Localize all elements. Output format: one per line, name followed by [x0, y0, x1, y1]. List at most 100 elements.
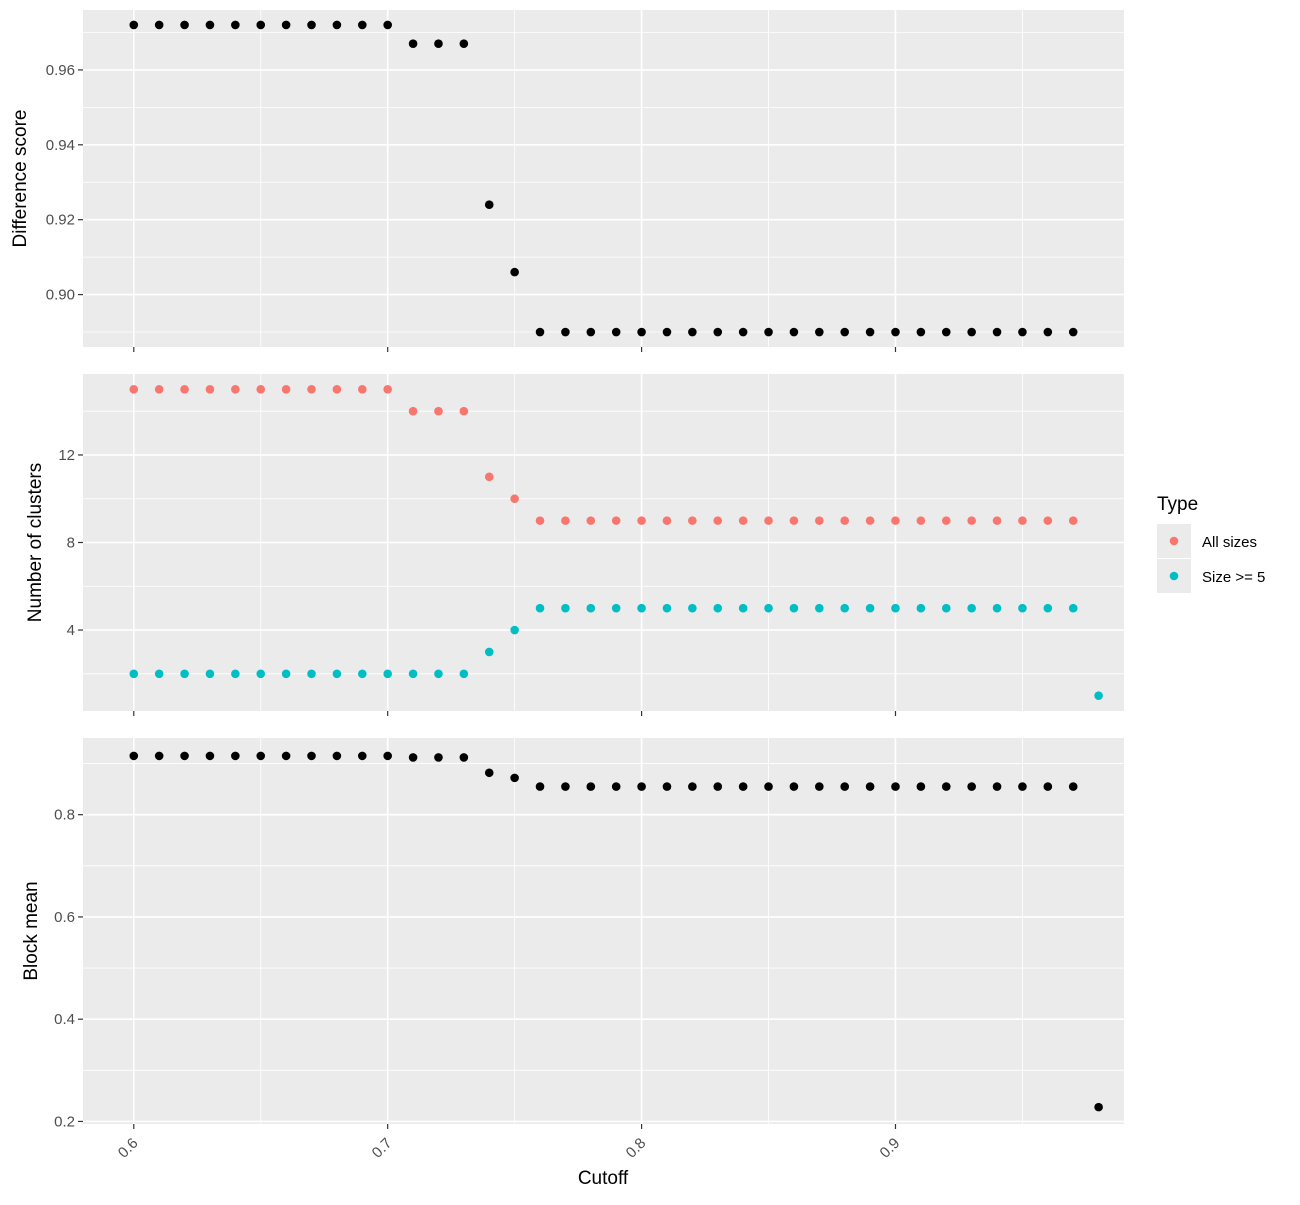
data-point	[916, 516, 926, 525]
data-point	[891, 782, 900, 791]
data-point	[561, 603, 570, 613]
data-point	[459, 39, 469, 48]
data-point	[205, 669, 215, 679]
y-tick-label: 0.90	[46, 287, 75, 304]
series-2	[129, 603, 1103, 700]
data-point	[865, 516, 875, 525]
data-point	[561, 516, 570, 525]
legend-key-marker	[1169, 536, 1179, 546]
data-point	[535, 782, 545, 791]
data-point	[332, 669, 342, 679]
data-point	[713, 603, 723, 613]
data-point	[611, 516, 621, 525]
data-point	[738, 782, 748, 791]
data-point	[967, 603, 976, 613]
data-point	[408, 406, 418, 416]
data-point	[332, 20, 342, 30]
data-point	[688, 327, 697, 337]
data-point	[1043, 327, 1053, 337]
data-point	[129, 751, 139, 761]
y-axis-title: Difference score	[10, 110, 31, 248]
data-point	[789, 782, 799, 791]
y-tick-label: 0.94	[46, 137, 75, 154]
y-axis-title: Number of clusters	[25, 463, 46, 622]
data-point	[916, 327, 926, 337]
data-point	[180, 385, 189, 394]
data-point	[459, 669, 469, 679]
data-point	[484, 647, 494, 657]
data-point	[510, 625, 519, 635]
data-point	[688, 516, 697, 525]
data-point	[332, 751, 342, 761]
data-point	[891, 603, 900, 613]
data-point	[611, 327, 621, 337]
x-tick-label: 0.7	[369, 1135, 396, 1162]
data-point	[484, 200, 494, 210]
x-tick-label: 0.9	[877, 1135, 904, 1162]
data-point	[662, 782, 672, 791]
data-point	[789, 327, 799, 337]
y-tick-label: 0.2	[54, 1113, 75, 1130]
data-point	[510, 494, 519, 504]
x-axis-title: Cutoff	[578, 1168, 629, 1189]
data-point	[840, 603, 850, 613]
y-tick-label: 0.92	[46, 212, 75, 229]
data-point	[1043, 782, 1053, 791]
data-point	[307, 385, 316, 394]
y-tick-label: 0.8	[54, 807, 75, 824]
data-point	[916, 603, 926, 613]
series-1	[129, 385, 1078, 525]
data-point	[586, 782, 596, 791]
data-point	[865, 782, 875, 791]
legend-key-marker	[1169, 571, 1179, 581]
data-point	[434, 39, 443, 48]
y-tick-label: 12	[58, 447, 75, 464]
data-point	[256, 385, 266, 394]
data-point	[307, 669, 316, 679]
data-point	[840, 327, 850, 337]
data-point	[815, 782, 824, 791]
data-point	[1068, 516, 1078, 525]
data-point	[408, 669, 418, 679]
data-point	[611, 603, 621, 613]
panel-3: 0.2 0.4 0.6 0.8 Block mean 0.6 0.7 0.8 0.9	[21, 738, 1124, 1162]
y-tick-label: 0.96	[46, 62, 75, 79]
data-point	[408, 39, 418, 48]
data-point	[383, 751, 392, 761]
data-point	[205, 20, 215, 30]
data-point	[637, 603, 646, 613]
data-point	[1043, 516, 1053, 525]
data-point	[713, 327, 723, 337]
data-point	[383, 385, 392, 394]
data-point	[180, 669, 189, 679]
data-point	[129, 385, 139, 394]
data-point	[865, 603, 875, 613]
data-point	[1094, 691, 1103, 700]
data-point	[764, 782, 773, 791]
data-point	[180, 751, 189, 761]
data-point	[307, 751, 316, 761]
data-point	[840, 782, 850, 791]
data-point	[586, 603, 596, 613]
data-point	[941, 603, 951, 613]
data-point	[484, 768, 494, 778]
y-tick-label: 8	[67, 535, 75, 552]
x-tick-label: 0.8	[623, 1135, 650, 1162]
data-point	[738, 327, 748, 337]
data-point	[484, 472, 494, 482]
data-point	[535, 603, 545, 613]
y-axis-title: Block mean	[21, 881, 42, 980]
data-point	[180, 20, 189, 30]
y-tick-label: 0.6	[54, 909, 75, 926]
data-point	[205, 751, 215, 761]
data-point	[891, 516, 900, 525]
data-point	[154, 669, 164, 679]
data-point	[129, 20, 139, 30]
data-point	[916, 782, 926, 791]
data-point	[459, 753, 469, 762]
panel-background	[83, 10, 1124, 347]
data-point	[459, 406, 469, 416]
data-point	[205, 385, 215, 394]
data-point	[713, 782, 723, 791]
